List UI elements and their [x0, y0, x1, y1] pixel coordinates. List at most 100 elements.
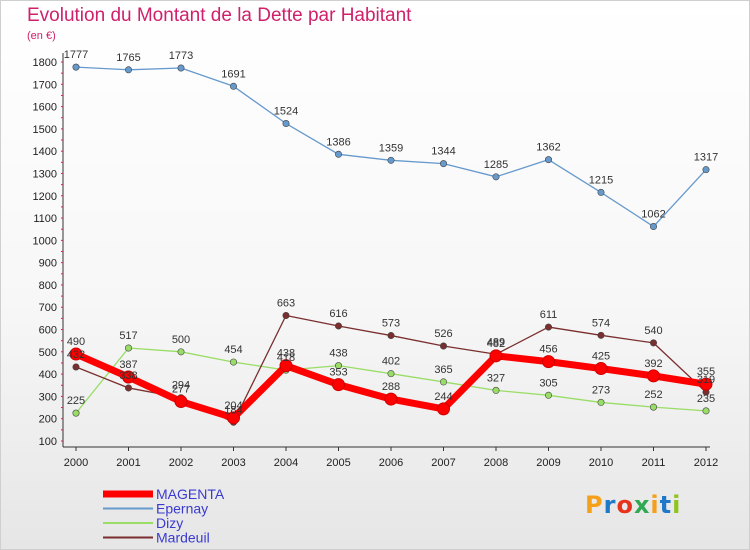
y-tick-label: 300 — [39, 391, 57, 403]
data-label: 611 — [540, 309, 558, 321]
data-label: 526 — [434, 328, 452, 340]
x-tick-label: 2010 — [589, 457, 613, 469]
data-label: 204 — [224, 400, 242, 412]
data-label: 1524 — [274, 106, 298, 118]
data-point — [597, 188, 605, 196]
data-point — [332, 378, 345, 392]
data-point — [72, 409, 80, 417]
data-point — [492, 386, 500, 394]
data-label: 1359 — [379, 142, 403, 154]
data-label: 387 — [119, 359, 137, 371]
data-point — [597, 331, 605, 339]
y-tick-label: 1400 — [33, 146, 57, 158]
data-point — [439, 160, 447, 168]
data-label: 327 — [487, 372, 505, 384]
data-point — [282, 311, 290, 319]
data-label: 273 — [592, 384, 610, 396]
y-tick-label: 1800 — [33, 57, 57, 69]
data-point — [177, 64, 185, 72]
data-label: 1691 — [221, 68, 245, 80]
data-point — [702, 407, 710, 415]
data-point — [227, 411, 240, 425]
data-label: 319 — [697, 374, 715, 386]
data-point — [597, 398, 605, 406]
data-label: 1215 — [589, 174, 613, 186]
data-label: 438 — [277, 348, 295, 360]
data-label: 1362 — [536, 142, 560, 154]
data-label: 574 — [592, 317, 610, 329]
x-tick-label: 2009 — [536, 457, 560, 469]
y-tick-label: 1100 — [33, 213, 57, 225]
legend-label: Dizy — [156, 515, 183, 531]
y-tick-label: 400 — [39, 369, 57, 381]
data-label: 500 — [172, 334, 190, 346]
x-tick-label: 2004 — [274, 457, 298, 469]
data-label: 418 — [277, 352, 295, 364]
data-point — [387, 332, 395, 340]
data-label: 402 — [382, 356, 400, 368]
data-point — [649, 223, 657, 231]
y-tick-label: 500 — [39, 347, 57, 359]
data-point — [72, 363, 80, 371]
data-point — [69, 347, 83, 361]
data-point — [334, 362, 342, 370]
data-label: 489 — [487, 336, 505, 348]
data-label: 235 — [697, 393, 715, 405]
data-label: 482 — [487, 338, 505, 350]
x-tick-label: 2006 — [379, 457, 403, 469]
data-label: 663 — [277, 297, 295, 309]
data-point — [439, 342, 447, 350]
data-label: 244 — [434, 391, 452, 403]
data-point — [72, 63, 80, 71]
data-label: 353 — [329, 367, 347, 379]
data-point — [230, 82, 238, 90]
legend-label: MAGENTA — [156, 486, 225, 502]
x-tick-label: 2000 — [64, 457, 88, 469]
x-tick-label: 2003 — [221, 457, 245, 469]
data-label: 355 — [697, 366, 715, 378]
data-label: 294 — [172, 380, 190, 392]
x-tick-label: 2011 — [642, 457, 666, 469]
data-label: 438 — [329, 348, 347, 360]
data-label: 288 — [382, 381, 400, 393]
data-point — [387, 156, 395, 164]
data-label: 1285 — [484, 159, 508, 171]
data-point — [282, 120, 290, 128]
y-tick-label: 600 — [39, 325, 57, 337]
data-label: 540 — [644, 325, 662, 337]
data-label: 365 — [434, 364, 452, 376]
y-tick-label: 700 — [39, 302, 57, 314]
y-tick-label: 1700 — [33, 79, 57, 91]
data-label: 1777 — [64, 49, 88, 61]
y-tick-label: 900 — [39, 258, 57, 270]
data-label: 252 — [644, 389, 662, 401]
data-point — [544, 391, 552, 399]
data-point — [702, 166, 710, 174]
legend-label: Epernay — [156, 501, 208, 517]
data-label: 1344 — [431, 146, 455, 158]
data-point — [177, 348, 185, 356]
x-tick-label: 2002 — [169, 457, 193, 469]
x-tick-label: 2007 — [431, 457, 455, 469]
y-tick-label: 1200 — [33, 191, 57, 203]
data-label: 1773 — [169, 50, 193, 62]
data-point — [544, 323, 552, 331]
data-label: 1386 — [326, 136, 350, 148]
data-point — [647, 369, 660, 383]
data-point — [542, 355, 555, 369]
data-label: 1317 — [694, 152, 718, 164]
data-point — [125, 344, 133, 352]
data-point — [174, 395, 188, 409]
data-point — [125, 384, 133, 392]
data-label: 425 — [592, 351, 610, 363]
data-label: 1062 — [641, 209, 665, 221]
data-point — [649, 403, 657, 411]
data-point — [594, 362, 608, 376]
y-tick-label: 1600 — [33, 102, 57, 114]
data-point — [437, 402, 450, 416]
data-label: 277 — [172, 384, 190, 396]
chart-title: Evolution du Montant de la Dette par Hab… — [27, 5, 412, 26]
y-tick-label: 1500 — [33, 124, 57, 136]
y-tick-label: 800 — [39, 280, 57, 292]
